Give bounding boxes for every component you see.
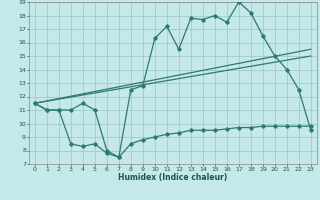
- X-axis label: Humidex (Indice chaleur): Humidex (Indice chaleur): [118, 173, 228, 182]
